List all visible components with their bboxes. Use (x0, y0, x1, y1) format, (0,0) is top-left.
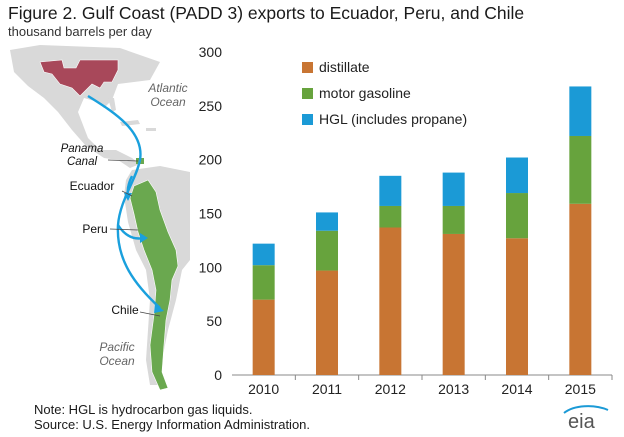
legend-swatch (302, 88, 313, 99)
route-map: Atlantic Ocean Panama Canal Ecuador Peru… (10, 45, 190, 391)
y-tick-label: 150 (199, 206, 223, 222)
bar-motor-2010 (252, 265, 275, 300)
chart-subtitle: thousand barrels per day (8, 24, 152, 39)
bar-motor-2014 (506, 193, 528, 239)
logo-text: eia (568, 411, 596, 432)
x-axis: 2010 2011 2012 2013 2014 2015 (248, 375, 613, 397)
y-tick-label: 250 (199, 98, 223, 114)
bar-hgl-2013 (442, 172, 465, 206)
leader-peru (109, 228, 139, 231)
x-tick-label: 2014 (501, 381, 532, 397)
x-tick-label: 2012 (375, 381, 406, 397)
x-tick-label: 2013 (438, 381, 469, 397)
footnote: Note: HGL is hydrocarbon gas liquids. So… (34, 402, 310, 432)
legend-label: distillate (319, 59, 370, 75)
ecuador-label: Ecuador (70, 179, 115, 193)
y-tick-label: 0 (214, 367, 222, 383)
leader-panama (107, 159, 139, 162)
legend-swatch (302, 62, 313, 73)
ecuador-peru-chile (129, 179, 179, 391)
leader-chile (139, 311, 161, 317)
bar-hgl-2010 (252, 243, 275, 266)
bar-motor-2015 (569, 135, 592, 204)
padd3-region (39, 59, 119, 97)
y-tick-label: 100 (199, 259, 223, 275)
bars (252, 86, 592, 375)
x-tick-label: 2015 (565, 381, 596, 397)
atlantic-label-1: Atlantic (147, 81, 187, 95)
bar-distillate-2010 (252, 299, 275, 375)
y-tick-label: 200 (199, 152, 223, 168)
bar-hgl-2015 (569, 86, 592, 136)
eia-logo: eia (563, 405, 609, 432)
bar-distillate-2015 (569, 203, 592, 375)
chart-title: Figure 2. Gulf Coast (PADD 3) exports to… (8, 3, 525, 23)
atlantic-label-2: Ocean (150, 95, 186, 109)
florida-land (108, 98, 116, 112)
footnote-note: Note: HGL is hydrocarbon gas liquids. (34, 402, 253, 417)
x-tick-label: 2011 (312, 381, 342, 397)
panama-label-1: Panama (61, 143, 104, 155)
bar-motor-2013 (442, 205, 465, 234)
leader-ecuador (121, 190, 133, 197)
legend-swatch (302, 114, 313, 125)
y-tick-label: 50 (206, 313, 222, 329)
caribbean-islands (120, 120, 156, 131)
bar-hgl-2011 (316, 212, 338, 231)
arrow-head-peru (140, 233, 148, 243)
bar-hgl-2014 (506, 157, 528, 194)
footnote-source: Source: U.S. Energy Information Administ… (34, 417, 311, 432)
chile-label: Chile (111, 303, 139, 317)
logo-swoosh (563, 405, 609, 414)
bar-distillate-2011 (316, 270, 338, 375)
legend-label: motor gasoline (319, 85, 411, 101)
pacific-label-1: Pacific (99, 340, 134, 354)
bar-distillate-2014 (506, 238, 528, 375)
bar-distillate-2013 (442, 233, 465, 375)
panama-label-2: Canal (67, 156, 97, 168)
arrow-head-chile (154, 303, 164, 313)
bar-motor-2012 (379, 205, 402, 228)
bar-hgl-2012 (379, 175, 402, 206)
x-tick-label: 2010 (248, 381, 279, 397)
bar-distillate-2012 (379, 227, 402, 375)
y-axis: 0 50 100 150 200 250 300 (199, 44, 612, 383)
peru-label: Peru (82, 222, 107, 236)
bar-motor-2011 (316, 230, 338, 271)
pacific-label-2: Ocean (99, 354, 135, 368)
legend: distillate motor gasoline HGL (includes pr… (302, 59, 467, 127)
legend-label: HGL (includes propane) (319, 111, 467, 127)
y-tick-label: 300 (199, 44, 223, 60)
north-america-land (10, 45, 160, 168)
